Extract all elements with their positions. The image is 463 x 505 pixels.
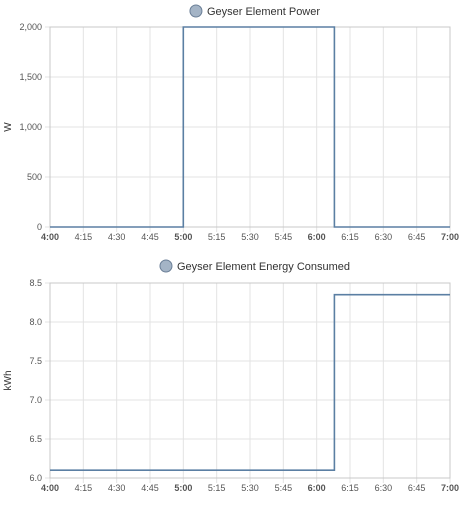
- x-tick-label: 6:45: [408, 232, 426, 242]
- y-tick-label: 2,000: [19, 22, 42, 32]
- x-tick-label: 7:00: [441, 483, 459, 493]
- y-tick-label: 6.0: [29, 473, 42, 483]
- y-tick-label: 0: [37, 222, 42, 232]
- x-tick-label: 6:00: [308, 483, 326, 493]
- x-tick-label: 6:00: [308, 232, 326, 242]
- x-tick-label: 4:15: [75, 483, 93, 493]
- x-tick-label: 4:30: [108, 232, 126, 242]
- x-tick-label: 4:00: [41, 232, 59, 242]
- legend-dot-icon[interactable]: [159, 259, 173, 273]
- legend-dot-icon[interactable]: [189, 4, 203, 18]
- y-tick-label: 8.0: [29, 317, 42, 327]
- x-tick-label: 5:45: [275, 483, 293, 493]
- x-tick-label: 5:00: [174, 232, 192, 242]
- x-tick-label: 4:45: [141, 232, 159, 242]
- x-tick-label: 4:30: [108, 483, 126, 493]
- legend-label[interactable]: Geyser Element Energy Consumed: [177, 261, 350, 273]
- x-tick-label: 7:00: [441, 232, 459, 242]
- x-tick-label: 4:00: [41, 483, 59, 493]
- y-tick-label: 6.5: [29, 434, 42, 444]
- x-tick-label: 5:15: [208, 232, 226, 242]
- x-tick-label: 6:30: [375, 483, 393, 493]
- y-tick-label: 7.5: [29, 356, 42, 366]
- y-tick-label: 1,000: [19, 122, 42, 132]
- plot-area-border: [49, 282, 451, 479]
- legend-label[interactable]: Geyser Element Power: [207, 6, 320, 18]
- y-tick-label: 7.0: [29, 395, 42, 405]
- x-tick-label: 5:00: [174, 483, 192, 493]
- x-tick-label: 6:30: [375, 232, 393, 242]
- x-tick-label: 5:15: [208, 483, 226, 493]
- x-tick-label: 4:45: [141, 483, 159, 493]
- x-tick-label: 5:30: [241, 483, 259, 493]
- chart-1: Geyser Element Power 4:00 4:15 4:30 4:45 5:00…: [3, 4, 459, 242]
- y-tick-label: 1,500: [19, 72, 42, 82]
- y-axis-label: kWh: [3, 371, 14, 391]
- chart-2: Geyser Element Energy Consumed 4:00 4:15 4:…: [3, 259, 459, 493]
- series-line[interactable]: [50, 26, 450, 228]
- x-tick-label: 6:45: [408, 483, 426, 493]
- y-tick-label: 8.5: [29, 278, 42, 288]
- y-axis-label: W: [3, 122, 14, 132]
- y-tick-label: 500: [27, 172, 42, 182]
- x-tick-label: 4:15: [75, 232, 93, 242]
- x-tick-label: 6:15: [341, 483, 359, 493]
- x-tick-label: 6:15: [341, 232, 359, 242]
- x-tick-label: 5:30: [241, 232, 259, 242]
- series-line[interactable]: [50, 293, 450, 472]
- x-tick-label: 5:45: [275, 232, 293, 242]
